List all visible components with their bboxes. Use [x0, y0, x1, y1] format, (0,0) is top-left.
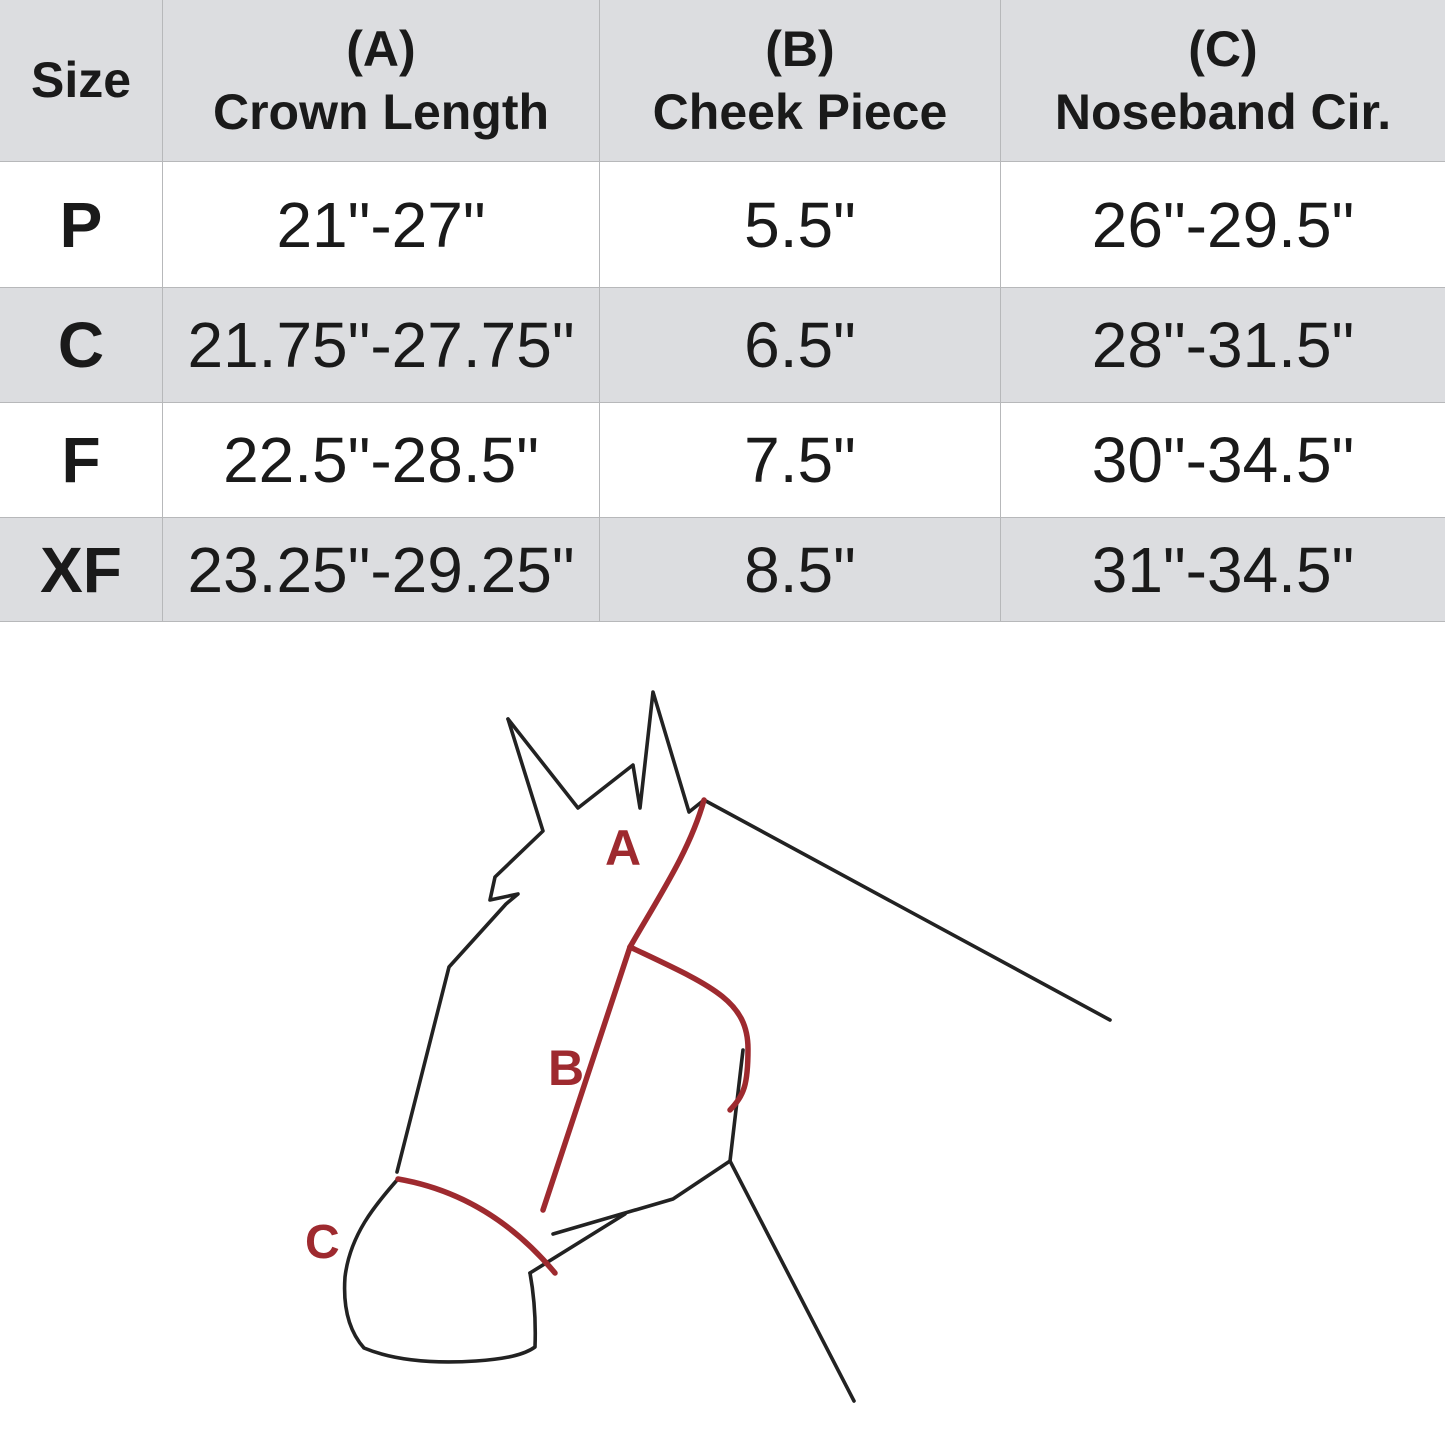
svg-text:B: B [548, 1040, 584, 1096]
svg-text:C: C [305, 1216, 340, 1269]
svg-text:A: A [605, 820, 641, 876]
